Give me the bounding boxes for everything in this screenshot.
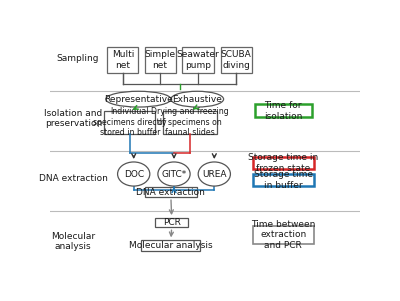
Text: Storage time in
frozen state: Storage time in frozen state [248,153,318,173]
Circle shape [198,162,230,186]
FancyBboxPatch shape [144,187,197,197]
Text: Sampling: Sampling [57,54,99,63]
Text: Representative: Representative [104,95,173,104]
Circle shape [158,162,190,186]
Text: Time for
isolation: Time for isolation [264,101,302,121]
Text: Molecular analysis: Molecular analysis [129,241,213,250]
FancyBboxPatch shape [253,226,314,244]
FancyBboxPatch shape [255,104,312,117]
FancyBboxPatch shape [107,47,138,73]
Text: Exhaustive: Exhaustive [172,95,222,104]
Text: Drying and freezing
of specimens on
faunal slides: Drying and freezing of specimens on faun… [151,107,229,137]
Text: SCUBA
diving: SCUBA diving [221,50,251,70]
Text: DNA extraction: DNA extraction [39,174,108,183]
FancyBboxPatch shape [182,47,214,73]
Text: Individual
specimens directly
stored in buffer: Individual specimens directly stored in … [93,107,167,137]
FancyBboxPatch shape [163,111,218,134]
Text: Simple
net: Simple net [144,50,176,70]
Text: GITC*: GITC* [161,169,187,178]
Ellipse shape [106,91,171,107]
Text: Multi
net: Multi net [112,50,134,70]
FancyBboxPatch shape [220,47,252,73]
Text: DOC: DOC [124,169,144,178]
FancyBboxPatch shape [142,240,200,250]
FancyBboxPatch shape [253,157,314,169]
Text: Seawater
pump: Seawater pump [177,50,219,70]
Ellipse shape [171,91,224,107]
FancyBboxPatch shape [144,47,176,73]
Circle shape [118,162,150,186]
Text: Time between
extraction
and PCR: Time between extraction and PCR [251,220,316,250]
Text: DNA extraction: DNA extraction [136,188,205,197]
FancyBboxPatch shape [155,218,188,227]
Text: Isolation and
preservation: Isolation and preservation [44,109,102,128]
FancyBboxPatch shape [104,111,155,134]
FancyBboxPatch shape [253,174,314,186]
Text: Molecular
analysis: Molecular analysis [51,231,95,251]
Text: Storage time
in buffer: Storage time in buffer [254,170,313,190]
Text: UREA: UREA [202,169,226,178]
Text: PCR: PCR [163,218,181,227]
